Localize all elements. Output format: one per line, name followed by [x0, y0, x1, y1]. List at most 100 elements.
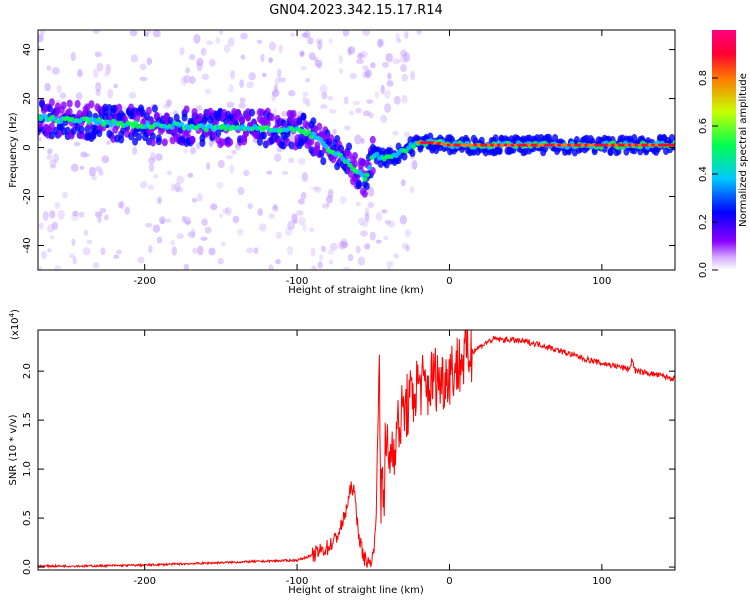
spectrogram-core-mark [374, 151, 380, 157]
spectrogram-core-mark [367, 164, 373, 170]
spectrogram-noise-mark [356, 53, 365, 60]
spectrogram-noise-mark [403, 52, 411, 63]
spectrogram-band-mark [149, 132, 156, 141]
spectrogram-noise-mark [166, 99, 172, 107]
spectrogram-noise-mark [159, 216, 166, 225]
spectrogram-noise-mark [38, 266, 43, 270]
spectrogram-core-mark [337, 152, 343, 158]
snr-x-tick-label: -100 [286, 576, 309, 587]
spectrogram-noise-mark [156, 197, 162, 204]
spectrogram-noise-mark [328, 109, 337, 114]
spectrogram-noise-mark [197, 245, 204, 256]
spectrogram-noise-mark [132, 146, 138, 156]
spectrogram-core-mark [345, 158, 351, 164]
colorbar-tick-label: 0.0 [698, 262, 709, 278]
spectrogram-noise-mark [187, 172, 194, 178]
spectrogram-noise-mark [401, 242, 409, 250]
spectrogram-band-mark [74, 100, 81, 109]
spectrogram-noise-mark [196, 142, 201, 150]
snr-x-tick-label: 100 [592, 576, 611, 587]
spectrogram-band-mark [401, 152, 408, 161]
colorbar-tick-label: 0.2 [698, 214, 709, 230]
spectrogram-band-mark [320, 157, 327, 166]
spectrogram-noise-mark [94, 166, 102, 172]
snr-x-label: Height of straight line (km) [288, 585, 424, 596]
spectrogram-band-mark [296, 117, 303, 126]
spectrogram-band-mark [145, 106, 152, 115]
spectrogram-noise-mark [113, 83, 118, 89]
spectrogram-noise-mark [181, 215, 187, 223]
spectrogram-core-mark [318, 137, 324, 143]
spectrogram-noise-mark [287, 220, 296, 231]
spectrogram-noise-mark [257, 208, 264, 216]
spectrogram-noise-mark [386, 260, 394, 268]
spectrogram-noise-mark [266, 170, 273, 175]
spectrogram-noise-mark [152, 30, 161, 38]
spectrogram-noise-mark [44, 82, 51, 92]
spectrogram-band-mark [199, 138, 206, 147]
spectrogram-noise-mark [310, 247, 316, 257]
spectrogram-noise-mark [386, 266, 392, 270]
spectrogram-noise-mark [364, 68, 372, 78]
snr-y-tick-label: 2.0 [22, 363, 33, 379]
spectrogram-noise-mark [225, 155, 234, 160]
spectrogram-noise-mark [278, 77, 286, 83]
spectrogram-noise-mark [272, 205, 279, 212]
spectrogram-core-mark [310, 131, 317, 137]
snr-y-label: SNR (10 * v/v) [8, 414, 19, 485]
spectrogram-noise-mark [226, 101, 235, 108]
spectrogram-noise-mark [187, 231, 196, 238]
spectrogram-noise-mark [124, 206, 130, 215]
spectrogram-noise-mark [268, 213, 275, 219]
spectrogram-noise-mark [224, 206, 232, 216]
spectrogram-band-mark [183, 105, 190, 114]
spectrogram-noise-mark [272, 203, 278, 210]
spectrogram-noise-mark [401, 94, 408, 104]
colorbar-gradient [712, 30, 736, 270]
spectrogram-noise-mark [317, 40, 323, 51]
spectrogram-noise-mark [106, 140, 111, 145]
spectrogram-band-mark [346, 142, 353, 151]
spectrogram-noise-mark [339, 196, 347, 205]
spectrogram-noise-mark [47, 148, 53, 155]
spectrogram-noise-mark [360, 50, 368, 58]
spectrogram-noise-mark [208, 247, 216, 256]
spectrogram-noise-mark [362, 110, 371, 117]
spectrogram-band-mark [316, 122, 323, 131]
spectrogram-noise-mark [201, 218, 208, 226]
spectrogram-noise-mark [411, 159, 418, 170]
spectrogram-band-mark [48, 98, 55, 107]
spectrogram-noise-mark [62, 191, 68, 199]
spectrogram-noise-mark [302, 95, 307, 105]
spectrogram-band-mark [189, 135, 196, 144]
spectrogram-noise-mark [361, 221, 369, 227]
spectrogram-noise-mark [96, 62, 104, 72]
spectrogram-noise-mark [41, 250, 47, 259]
spectrogram-band-mark [149, 138, 156, 147]
spectrogram-band-mark [314, 141, 321, 150]
spectrogram-y-tick-label: 20 [22, 92, 33, 105]
spectrogram-band-mark [88, 100, 95, 109]
spectrogram-noise-mark [239, 79, 245, 89]
spectrogram-noise-mark [156, 236, 163, 244]
spectrogram-noise-mark [180, 76, 187, 86]
spectrogram-band-mark [290, 109, 297, 118]
spectrogram-noise-mark [340, 241, 349, 249]
spectrogram-noise-mark [193, 33, 201, 44]
spectrogram-noise-mark [183, 263, 190, 270]
spectrogram-core-mark [132, 120, 139, 126]
spectrogram-noise-mark [195, 105, 203, 112]
spectrogram-band-mark [369, 135, 376, 144]
spectrogram-band-mark [239, 115, 246, 124]
spectrogram-noise-mark [268, 57, 274, 63]
spectrogram-noise-mark [221, 241, 226, 247]
spectrogram-noise-mark [369, 231, 376, 241]
snr-x-tick-label: 0 [446, 576, 452, 587]
spectrogram-noise-mark [49, 159, 57, 167]
spectrogram-x-tick-label: 100 [592, 276, 611, 287]
spectrogram-noise-mark [409, 186, 415, 194]
spectrogram-noise-mark [73, 141, 81, 147]
snr-x-tick-label: -200 [133, 576, 156, 587]
spectrogram-noise-mark [215, 37, 221, 44]
